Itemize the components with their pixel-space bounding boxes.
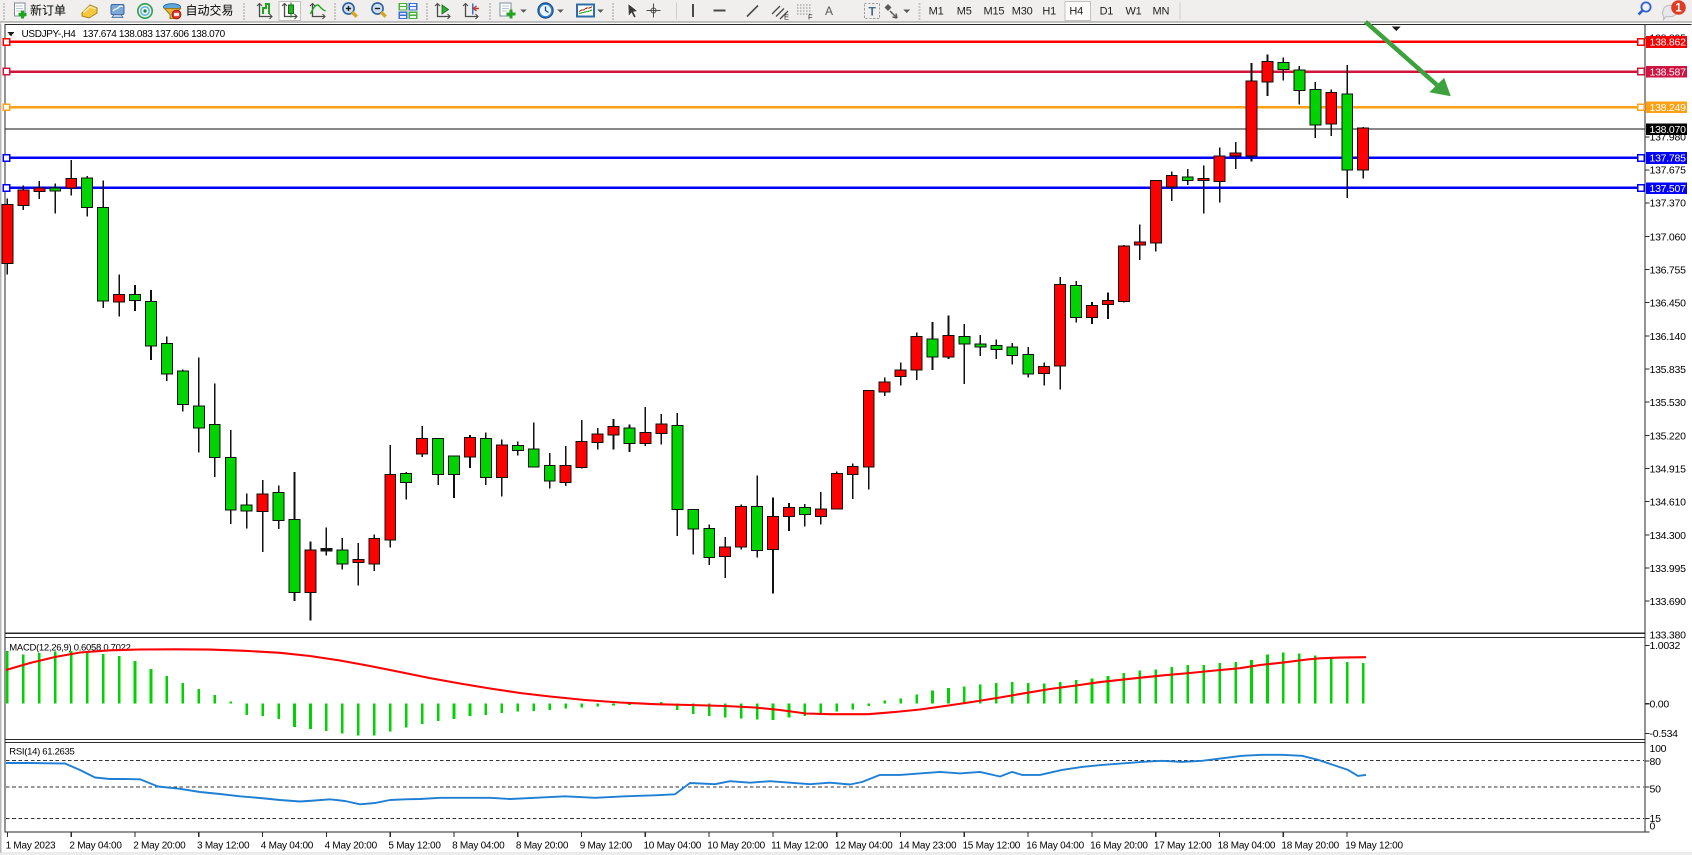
svg-text:10 May 20:00: 10 May 20:00 <box>707 840 765 851</box>
svg-text:4 May 04:00: 4 May 04:00 <box>261 840 314 851</box>
svg-text:136.450: 136.450 <box>1650 297 1687 309</box>
svg-text:134.915: 134.915 <box>1650 463 1687 475</box>
svg-text:W1: W1 <box>1125 6 1141 18</box>
svg-text:138.070: 138.070 <box>1650 124 1687 136</box>
svg-text:133.995: 133.995 <box>1650 563 1687 575</box>
svg-text:138.249: 138.249 <box>1650 102 1687 114</box>
svg-text:10 May 04:00: 10 May 04:00 <box>644 840 702 851</box>
svg-text:5 May 12:00: 5 May 12:00 <box>388 840 441 851</box>
svg-text:135.530: 135.530 <box>1650 397 1687 409</box>
svg-text:14 May 23:00: 14 May 23:00 <box>899 840 957 851</box>
svg-text:-0.534: -0.534 <box>1650 728 1679 740</box>
svg-text:137.060: 137.060 <box>1650 231 1687 243</box>
svg-text:138.862: 138.862 <box>1650 37 1687 49</box>
svg-text:4 May 20:00: 4 May 20:00 <box>325 840 378 851</box>
svg-text:M15: M15 <box>983 6 1004 18</box>
svg-text:自动交易: 自动交易 <box>186 3 234 18</box>
svg-text:134.610: 134.610 <box>1650 496 1687 508</box>
svg-text:M1: M1 <box>929 6 944 18</box>
svg-text:19 May 12:00: 19 May 12:00 <box>1345 840 1403 851</box>
svg-text:F: F <box>808 13 813 22</box>
svg-text:MACD(12,26,9) 0.6058 0.7022: MACD(12,26,9) 0.6058 0.7022 <box>9 643 130 654</box>
svg-text:E: E <box>784 13 789 22</box>
svg-text:H4: H4 <box>1069 6 1083 18</box>
svg-text:1: 1 <box>1675 3 1682 15</box>
svg-text:8 May 20:00: 8 May 20:00 <box>516 840 569 851</box>
svg-text:18 May 20:00: 18 May 20:00 <box>1281 840 1339 851</box>
svg-text:3 May 12:00: 3 May 12:00 <box>197 840 250 851</box>
svg-text:H1: H1 <box>1042 6 1056 18</box>
svg-text:T: T <box>869 5 877 19</box>
svg-text:MN: MN <box>1153 6 1170 18</box>
svg-text:135.835: 135.835 <box>1650 364 1687 376</box>
svg-text:M30: M30 <box>1012 6 1033 18</box>
svg-text:137.370: 137.370 <box>1650 198 1687 210</box>
svg-text:50: 50 <box>1650 783 1662 795</box>
svg-text:8 May 04:00: 8 May 04:00 <box>452 840 505 851</box>
svg-text:15 May 12:00: 15 May 12:00 <box>963 840 1021 851</box>
svg-text:133.380: 133.380 <box>1650 630 1687 642</box>
svg-text:9 May 12:00: 9 May 12:00 <box>580 840 633 851</box>
svg-text:新订单: 新订单 <box>30 3 66 18</box>
svg-text:137.785: 137.785 <box>1650 153 1687 165</box>
svg-text:0.00: 0.00 <box>1650 699 1670 711</box>
svg-text:135.220: 135.220 <box>1650 430 1687 442</box>
svg-text:18 May 04:00: 18 May 04:00 <box>1218 840 1276 851</box>
svg-text:A: A <box>825 4 833 18</box>
svg-text:USDJPY-,H4 137.674 138.083 1: USDJPY-,H4 137.674 138.083 137.606 138.0… <box>22 29 226 40</box>
svg-text:138.587: 138.587 <box>1650 67 1687 79</box>
svg-text:16 May 04:00: 16 May 04:00 <box>1026 840 1084 851</box>
svg-text:17 May 12:00: 17 May 12:00 <box>1154 840 1212 851</box>
svg-text:133.690: 133.690 <box>1650 596 1687 608</box>
svg-text:1.0032: 1.0032 <box>1650 640 1681 652</box>
svg-text:2 May 04:00: 2 May 04:00 <box>69 840 122 851</box>
svg-text:1 May 2023: 1 May 2023 <box>6 840 56 851</box>
svg-text:11 May 12:00: 11 May 12:00 <box>771 840 829 851</box>
svg-text:134.300: 134.300 <box>1650 530 1687 542</box>
svg-text:M5: M5 <box>957 6 972 18</box>
svg-text:137.675: 137.675 <box>1650 165 1687 177</box>
svg-text:0: 0 <box>1650 821 1656 833</box>
svg-text:136.140: 136.140 <box>1650 331 1687 343</box>
svg-text:12 May 04:00: 12 May 04:00 <box>835 840 893 851</box>
svg-text:RSI(14) 61.2635: RSI(14) 61.2635 <box>9 747 74 758</box>
svg-text:15: 15 <box>1650 813 1662 825</box>
svg-text:D1: D1 <box>1100 6 1114 18</box>
svg-text:2 May 20:00: 2 May 20:00 <box>133 840 186 851</box>
svg-text:16 May 20:00: 16 May 20:00 <box>1090 840 1148 851</box>
svg-text:137.507: 137.507 <box>1650 183 1687 195</box>
svg-text:100: 100 <box>1650 743 1667 755</box>
svg-text:136.755: 136.755 <box>1650 264 1687 276</box>
svg-text:80: 80 <box>1650 756 1662 768</box>
